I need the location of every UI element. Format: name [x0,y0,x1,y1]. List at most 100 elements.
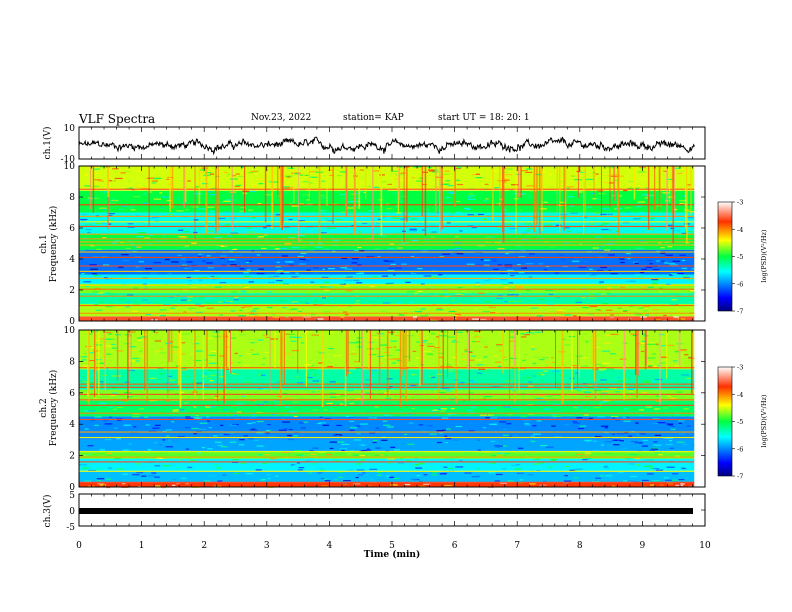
spec1-cell [194,227,201,229]
spec2-cell [641,391,648,394]
spec2-cell [502,434,510,436]
spec2-cell [617,380,623,382]
spec1-cell [408,301,414,303]
spec1-cell [601,228,609,231]
spec2-cell [649,467,654,469]
spec1-cell [624,207,631,209]
spec2-cell [638,409,644,411]
spec2-cell [181,342,186,344]
spec2-cell [350,353,357,355]
spec2-cell [385,398,391,400]
spec1-cell [500,272,509,275]
spec2-cell [478,368,486,370]
spec1-cell [640,242,648,244]
spec2-cell [366,448,370,450]
spec2-cell [626,378,630,380]
spec2-cell [208,362,217,365]
spec1-cell [410,272,417,274]
spec1-cell [187,180,192,182]
spec1-sferic [690,166,692,215]
spec1-cell [344,279,353,281]
spec1-cell [168,310,174,312]
spec2-cell [534,331,541,333]
spec1-cell [438,294,445,296]
spec1-sferic [397,166,400,213]
spec2-cell [638,415,645,417]
spec1-cell [489,236,495,238]
spec2-cell [210,350,217,352]
spec2-band-6 [79,400,695,417]
spec2-sferic [447,330,449,378]
spec1-cell [320,210,327,212]
spec1-cell [600,266,607,269]
spec1-cell [428,170,436,172]
spec2-cell [390,340,397,342]
spec1-cell [329,174,334,177]
spec2-cell [309,449,314,452]
spec2-cell [468,392,474,394]
spec1-cell [480,259,484,261]
spec2-cell [392,362,396,364]
spec2-cell [626,416,630,419]
spec1-cell [130,205,136,207]
spec1-cell [428,276,437,278]
spec2-cell [100,381,104,383]
spec2-cell [515,464,521,466]
spec2-cell [521,393,526,395]
spec1-cell [645,187,649,189]
spec2-cell [108,407,115,409]
spec1-cell [679,202,685,205]
spec2-sferic [223,330,225,404]
spec2-cell [531,345,535,347]
spec1-cell [206,302,213,304]
spec2-cell [389,482,395,484]
spec2-cell [233,418,240,420]
spec1-cell [583,292,588,294]
spec2-cell [115,438,122,440]
spec1-band-7 [79,212,695,235]
spec1-cell [446,196,451,199]
spec2-cell [353,361,360,363]
spec1-cell [406,291,415,293]
spec1-cell [94,179,102,181]
spec2-cell [452,356,457,359]
spec2-cell [642,333,646,335]
spec1-sferic [90,166,92,210]
spec2-cell [239,334,246,336]
spec2-cell [158,452,163,454]
spec1-cell [139,187,147,189]
spec2-cell [499,421,507,423]
spec1-cell [681,232,687,234]
spec1-cell [686,184,692,186]
spec1-cell [264,234,268,236]
spec2-cell [690,379,697,381]
spec2-cell [88,358,93,360]
spec2-cell [666,466,675,468]
spec2-cell [383,424,391,426]
spec1-cell [638,217,642,219]
spec1-cell [582,288,586,290]
ch2-colorbar-gradient [717,366,733,477]
spec1-cell [380,213,387,216]
spec2-cell [336,441,345,443]
spec1-cell [193,219,199,221]
spec1-cell [182,289,188,291]
spec2-cell [275,475,279,477]
spec2-cell [264,351,270,353]
spec2-cell [350,427,358,429]
spec2-cell [260,374,266,376]
spec2-cell [349,429,355,431]
spec2-cell [448,371,454,373]
spec2-cell [237,377,242,379]
ch2-spec-ylabel-channel: ch.2 [39,398,49,417]
spec2-cell [415,463,419,466]
spec1-cell [555,224,562,226]
spec2-cell [628,435,633,437]
spec1-cell [499,278,507,281]
spec2-cell [423,406,428,408]
spec1-cell [252,216,256,219]
spec1-cell [111,199,119,202]
spec2-cell [658,333,664,336]
spec2-cell [109,416,113,418]
spec2-cell [172,410,179,412]
